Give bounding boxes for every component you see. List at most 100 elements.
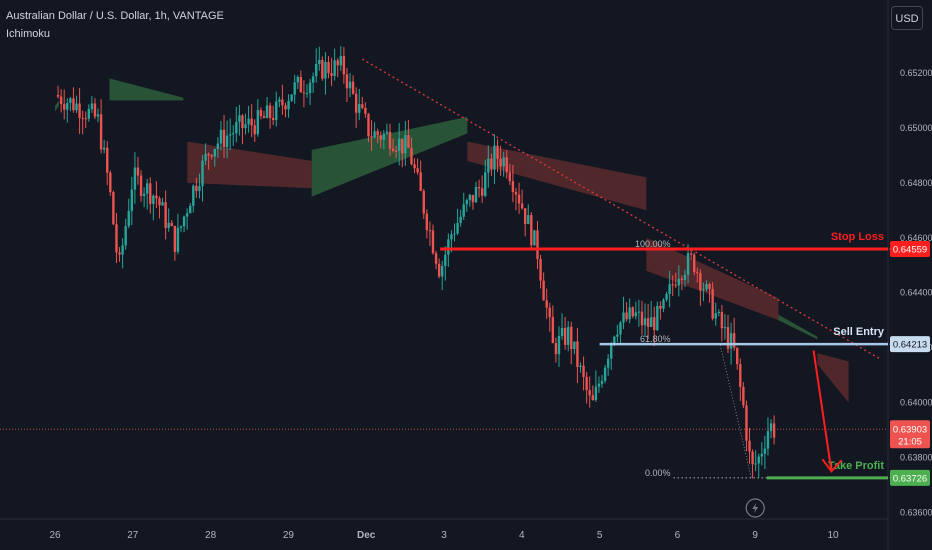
candle-body [302,92,306,94]
candle-body [305,93,309,95]
candle-body [324,61,327,79]
candle-body [677,278,681,286]
candle-body [646,318,650,327]
candle-body [345,74,349,89]
y-tick-label: 0.64400 [900,288,932,298]
candle-body [213,149,217,157]
candle-body [536,230,539,260]
candle-body [281,99,284,106]
candle-body [680,278,684,280]
candle-body [367,113,370,137]
projection-arrow-shaft [812,350,833,472]
candle-body [484,172,487,196]
candle-body [736,347,739,365]
candle-body [490,158,493,170]
candle-body [290,94,293,101]
candle-body [674,284,677,286]
candle-body [431,230,435,254]
candle-body [342,56,346,75]
y-tick-label: 0.63800 [900,453,932,463]
take-profit-price-tag: 0.63726 [893,473,927,484]
candle-body [318,59,321,65]
candle-body [379,135,382,140]
candle-body [576,341,579,367]
sell-entry-price-tag-bg [890,336,930,353]
candle-body [573,341,576,350]
candle-body [600,380,604,384]
candle-body [327,61,330,74]
fib-level-label: 0.00% [645,468,671,478]
x-tick-label: 26 [49,530,61,541]
candle-body [668,284,671,295]
candle-body [579,365,582,367]
ichimoku-cloud-segment [467,141,647,211]
candle-body [686,253,690,275]
candle-body [530,215,533,246]
ichimoku-cloud-segment [55,100,59,112]
candle-body [714,313,717,319]
candle-body [284,105,287,110]
candle-body [671,284,674,286]
candle-body [69,98,72,103]
sell-entry-label: Sell Entry [833,326,885,338]
candle-body [610,343,613,359]
candle-body [459,216,462,224]
x-tick-label: Dec [357,530,376,541]
candle-body [176,227,180,252]
candle-body [588,390,591,396]
candle-body [539,259,542,281]
candle-body [115,224,118,253]
candle-body [106,147,109,173]
candle-body [702,289,705,291]
candle-body [447,239,450,255]
candle-body [139,175,143,196]
candle-body [603,367,607,381]
candle-body [247,118,250,125]
candle-body [567,326,570,345]
candle-body [533,230,536,246]
candle-body [505,157,508,173]
candle-body [616,334,619,337]
indicator-label[interactable]: Ichimoku [6,28,51,40]
candle-body [711,289,714,319]
candle-body [99,114,103,150]
candle-body [410,147,413,165]
candle-body [520,203,524,209]
candle-body [462,204,465,217]
candle-body [210,155,213,157]
resistance-trendline [361,58,881,360]
candle-body [649,317,653,327]
currency-button[interactable]: USD [891,6,923,30]
candle-body [149,183,152,204]
candle-body [502,157,505,167]
candle-body [705,283,708,290]
candle-body [634,312,638,317]
candle-body [109,172,112,193]
candle-body [766,431,770,449]
candle-body [465,200,468,205]
x-tick-label: 28 [205,530,217,541]
candle-body [637,311,641,313]
candle-body [404,135,407,154]
candle-body [121,245,124,255]
candle-body [471,194,475,203]
candle-body [296,76,299,83]
candle-body [570,326,573,350]
candle-body [222,129,226,148]
candle-body [757,456,760,464]
candle-body [653,317,656,331]
candle-body [241,115,244,129]
candle-body [413,164,416,169]
ichimoku-cloud-segment [311,116,468,197]
candle-body [201,160,204,187]
candle-body [228,134,232,136]
candle-body [665,294,668,300]
candle-body [508,172,512,182]
candle-body [631,307,634,317]
candle-body [425,213,429,231]
candle-body [545,300,548,308]
candle-body [232,133,235,135]
candle-body [170,222,173,226]
